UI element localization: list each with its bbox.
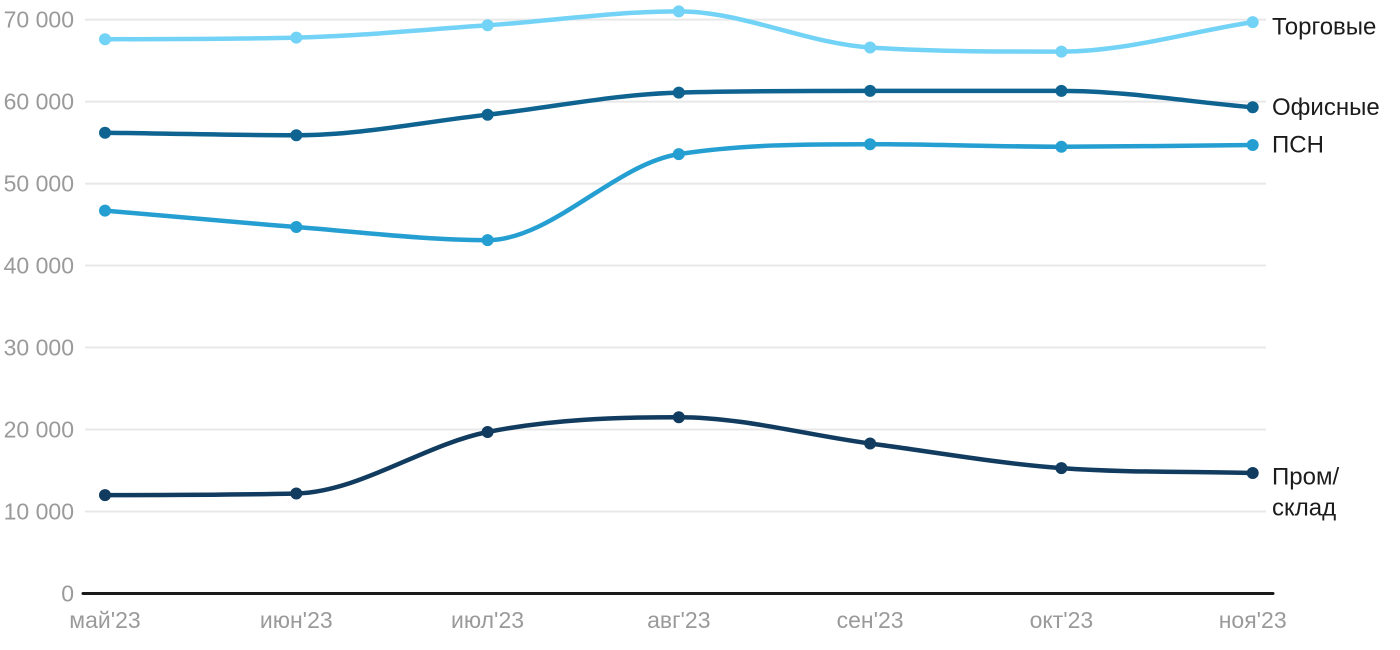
series-prom-sklad: Пром/склад: [99, 411, 1339, 521]
data-point-torgovye[interactable]: [481, 19, 494, 32]
x-tick-label: авг'23: [647, 607, 710, 633]
data-point-prom-sklad[interactable]: [672, 411, 685, 424]
y-tick-label: 20 000: [4, 417, 74, 443]
data-point-torgovye[interactable]: [672, 5, 685, 18]
data-point-psn[interactable]: [290, 221, 303, 233]
data-point-ofisnye[interactable]: [672, 86, 685, 99]
y-tick-label: 40 000: [4, 253, 74, 279]
y-tick-label: 30 000: [4, 335, 74, 361]
data-point-ofisnye[interactable]: [1055, 84, 1068, 97]
data-point-psn[interactable]: [481, 234, 494, 247]
data-point-torgovye[interactable]: [99, 33, 111, 46]
data-point-ofisnye[interactable]: [1246, 101, 1259, 114]
data-point-prom-sklad[interactable]: [481, 426, 494, 438]
data-point-psn[interactable]: [1246, 139, 1259, 151]
x-tick-label: июн'23: [260, 607, 333, 633]
data-point-torgovye[interactable]: [864, 41, 877, 54]
x-tick-label: сен'23: [837, 607, 904, 633]
series-ofisnye: Офисные: [99, 84, 1380, 142]
data-point-prom-sklad[interactable]: [290, 487, 303, 500]
data-point-torgovye[interactable]: [1055, 45, 1068, 58]
x-tick-label: окт'23: [1030, 607, 1094, 633]
data-point-ofisnye[interactable]: [481, 108, 494, 121]
y-tick-label: 10 000: [4, 499, 74, 525]
series-legend-label-ofisnye: Офисные: [1272, 94, 1380, 121]
series-legend-label-prom-sklad: Пром/: [1272, 463, 1339, 490]
x-tick-label: июл'23: [451, 607, 524, 633]
data-point-prom-sklad[interactable]: [99, 489, 111, 502]
y-tick-label: 60 000: [4, 89, 74, 115]
data-point-ofisnye[interactable]: [290, 129, 303, 142]
data-point-torgovye[interactable]: [1246, 16, 1259, 29]
data-point-prom-sklad[interactable]: [864, 437, 877, 450]
data-point-prom-sklad[interactable]: [1246, 467, 1259, 479]
y-tick-label: 0: [61, 581, 74, 607]
series-legend-label-psn: ПСН: [1272, 132, 1324, 159]
data-point-ofisnye[interactable]: [864, 84, 877, 97]
y-axis-tick-labels: 0 10 000 20 000 30 000 40 000 50 000 60 000 70 …: [4, 7, 74, 607]
data-point-torgovye[interactable]: [290, 31, 303, 44]
x-tick-label: ноя'23: [1219, 607, 1287, 633]
series-line-torgovye: [102, 9, 1255, 54]
y-tick-label: 70 000: [4, 7, 74, 33]
x-tick-label: май'23: [69, 607, 140, 633]
data-point-psn[interactable]: [99, 204, 111, 217]
data-point-prom-sklad[interactable]: [1055, 462, 1068, 475]
y-tick-label: 50 000: [4, 171, 74, 197]
data-point-ofisnye[interactable]: [99, 126, 111, 139]
x-axis-tick-labels: май'23 июн'23 июл'23 авг'23 сен'23 окт'23 ноя'…: [69, 607, 1286, 633]
series-psn: ПСН: [99, 132, 1324, 247]
data-point-psn[interactable]: [672, 148, 685, 161]
series-torgovye: Торговые: [99, 5, 1376, 58]
series-legend-label-prom-sklad: склад: [1272, 494, 1336, 521]
data-point-psn[interactable]: [1055, 140, 1068, 153]
series-legend-label-torgovye: Торговые: [1272, 14, 1376, 41]
data-point-psn[interactable]: [864, 138, 877, 151]
gridlines: [85, 18, 1266, 513]
